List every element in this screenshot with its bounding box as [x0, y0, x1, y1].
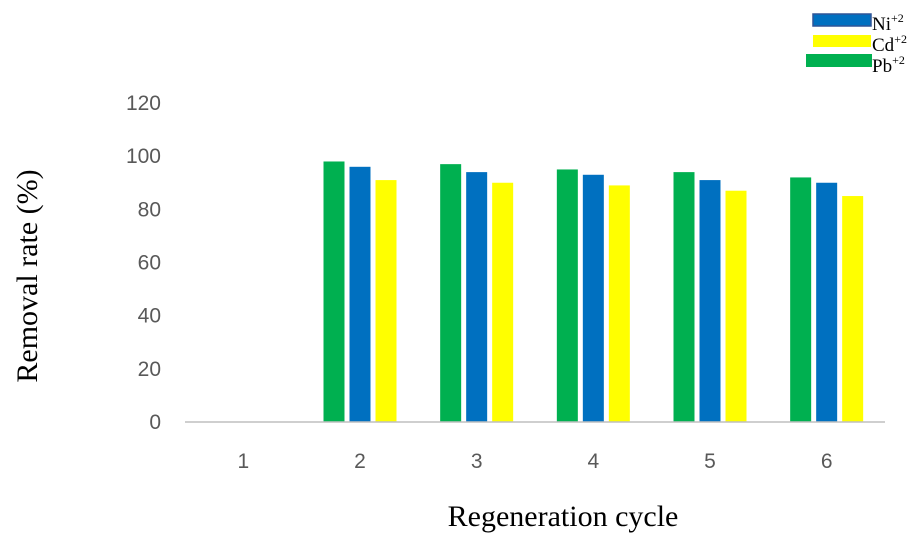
bar-ni-cycle-5: [699, 180, 721, 422]
bars-group: [323, 161, 864, 422]
bar-cd-cycle-2: [375, 180, 397, 422]
bar-cd-cycle-3: [492, 182, 514, 422]
y-axis-title: Removal rate (%): [11, 169, 44, 382]
bar-pb-cycle-3: [440, 164, 462, 422]
y-tick-label: 60: [138, 252, 161, 275]
y-tick-label: 0: [149, 411, 161, 434]
x-tick-label: 4: [587, 450, 599, 473]
x-tick-label: 6: [821, 450, 833, 473]
legend-label-pb: Pb+2: [872, 53, 905, 77]
y-tick-labels: 0 20 40 60 80 100 120: [126, 92, 161, 434]
y-tick-label: 120: [126, 92, 161, 115]
y-tick-label: 40: [138, 305, 161, 328]
y-tick-label: 20: [138, 358, 161, 381]
legend: Ni+2Cd+2Pb+2: [806, 11, 907, 77]
legend-swatch-ni: [812, 13, 872, 27]
bar-cd-cycle-5: [725, 190, 747, 422]
legend-charge-ni: +2: [891, 11, 904, 25]
x-tick-label: 3: [471, 450, 483, 473]
x-tick-labels: 1 2 3 4 5 6: [237, 450, 832, 473]
legend-charge-pb: +2: [892, 53, 905, 67]
legend-swatch-cd: [813, 35, 871, 47]
bar-ni-cycle-2: [349, 166, 371, 422]
legend-swatch-pb: [806, 54, 872, 67]
bar-pb-cycle-2: [323, 161, 345, 422]
x-tick-label: 1: [237, 450, 249, 473]
bar-pb-cycle-6: [790, 177, 812, 422]
legend-charge-cd: +2: [894, 32, 907, 46]
x-tick-label: 2: [354, 450, 366, 473]
bar-ni-cycle-3: [466, 172, 488, 422]
bar-ni-cycle-4: [582, 174, 604, 422]
bar-cd-cycle-6: [842, 196, 864, 422]
bar-pb-cycle-4: [556, 169, 578, 422]
x-axis-title: Regeneration cycle: [448, 500, 679, 533]
bar-pb-cycle-5: [673, 172, 695, 422]
y-tick-label: 100: [126, 145, 161, 168]
y-tick-label: 80: [138, 198, 161, 221]
bar-ni-cycle-6: [816, 182, 838, 422]
bar-cd-cycle-4: [608, 185, 630, 422]
x-tick-label: 5: [704, 450, 716, 473]
